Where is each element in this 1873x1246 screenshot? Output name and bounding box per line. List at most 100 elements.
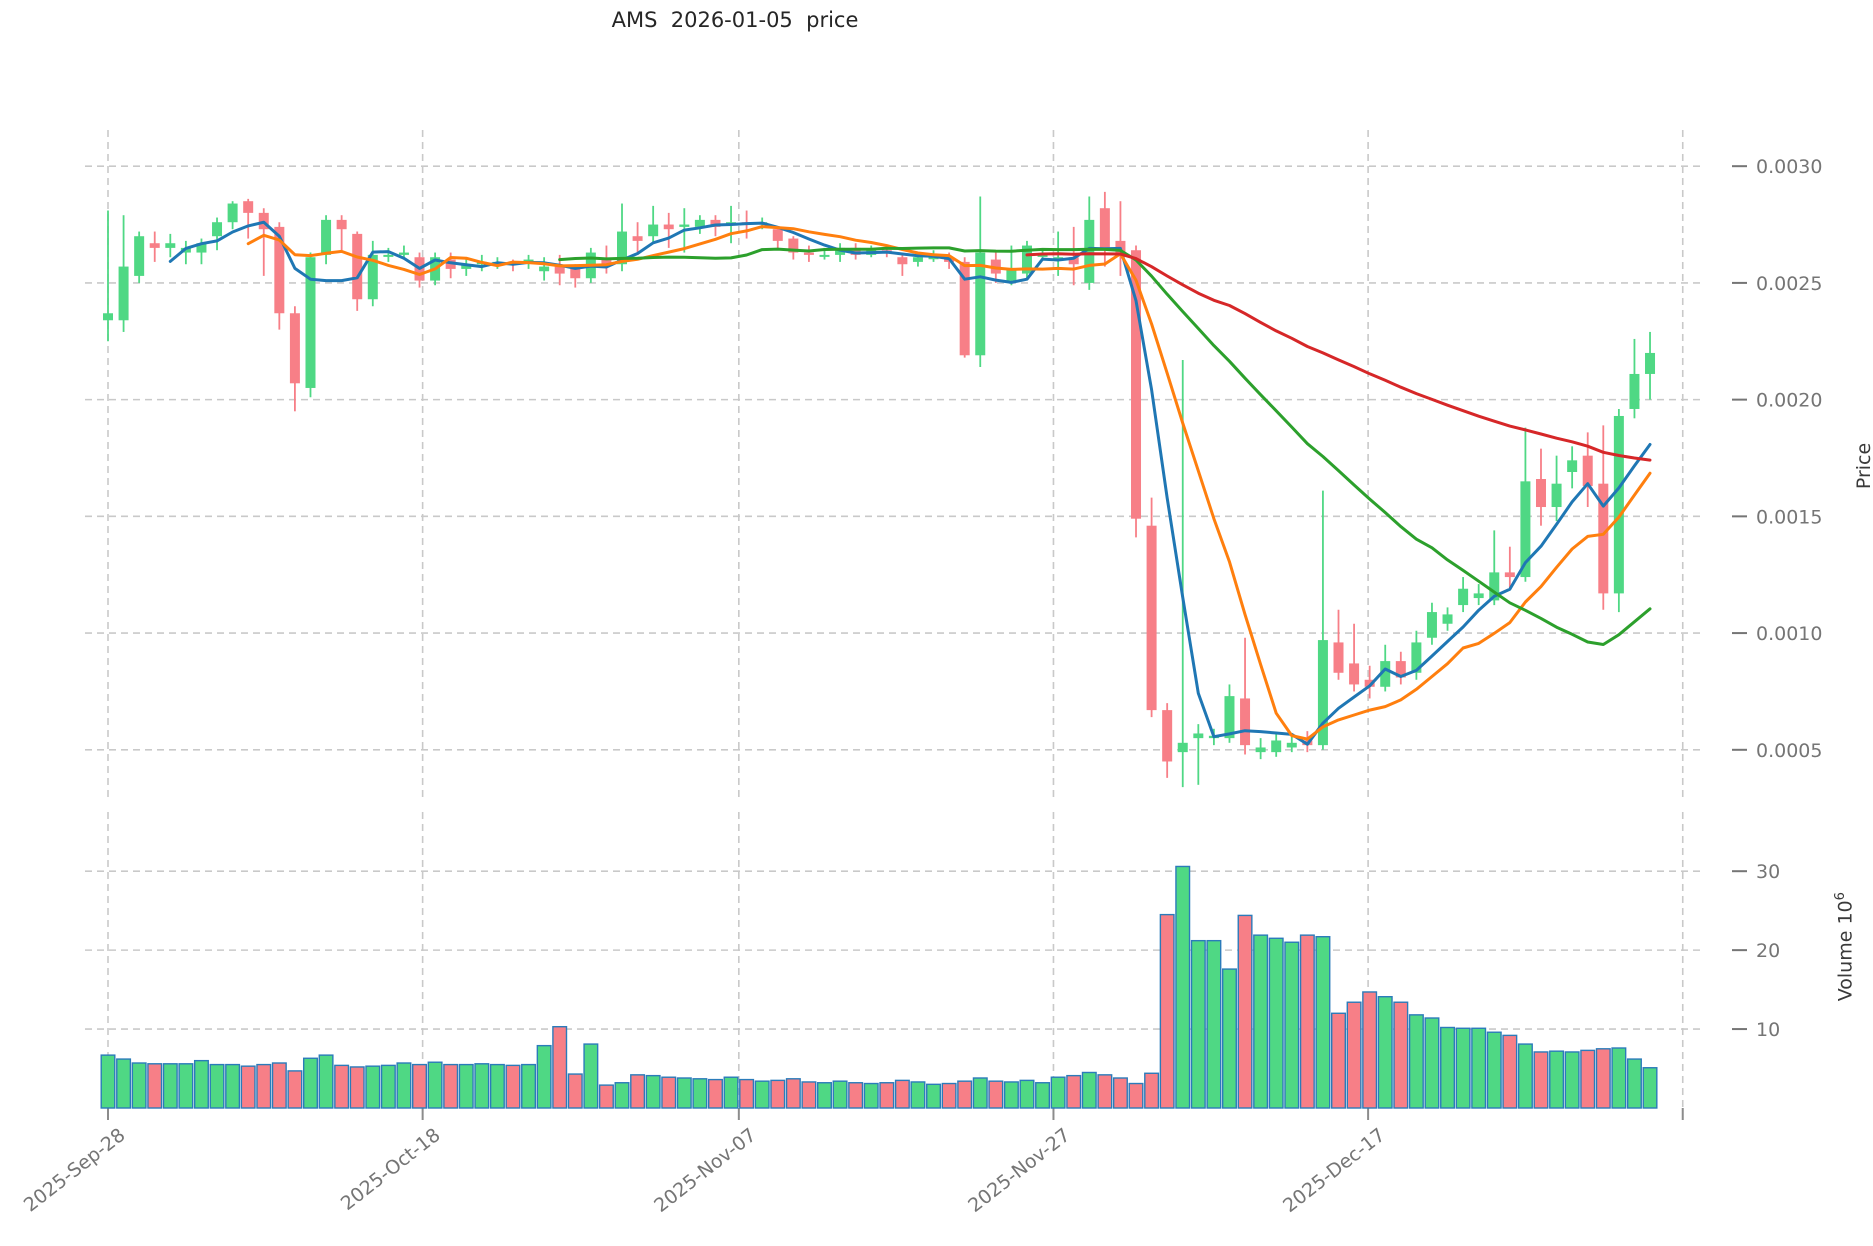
candle-body (383, 254, 394, 257)
candle-body (1645, 352, 1656, 374)
volume-bar (1035, 1082, 1051, 1109)
volume-bar (972, 1077, 988, 1109)
volume-bar (131, 1062, 147, 1109)
volume-bar (256, 1063, 272, 1109)
volume-bar (832, 1080, 848, 1109)
candle-body (1426, 612, 1437, 638)
volume-bar (1315, 936, 1331, 1109)
candle-body (523, 259, 534, 262)
volume-bar (863, 1082, 879, 1109)
candle-body (1582, 455, 1593, 487)
candle-body (1317, 640, 1328, 746)
volume-bar (879, 1082, 895, 1109)
volume-bar (427, 1061, 443, 1109)
volume-bar (785, 1078, 801, 1109)
volume-bar (957, 1080, 973, 1109)
candle-body (1364, 679, 1375, 687)
volume-bar (1237, 914, 1253, 1109)
price-axis-title: Price (1852, 442, 1873, 490)
volume-bar (1206, 939, 1222, 1109)
volume-bar (100, 1054, 116, 1109)
volume-bar (1050, 1076, 1066, 1109)
candle-body (321, 219, 332, 255)
volume-bar (1299, 934, 1315, 1109)
volume-bar (1081, 1071, 1097, 1109)
volume-bar (1533, 1051, 1549, 1109)
volume-bar (1159, 913, 1175, 1109)
volume-bar (1377, 996, 1393, 1109)
candle-body (1131, 250, 1142, 519)
candle-body (1099, 208, 1110, 248)
candle-body (1613, 415, 1624, 594)
volume-bar (412, 1063, 428, 1109)
volume-bar (1284, 941, 1300, 1109)
candle-body (928, 257, 939, 260)
volume-bar (1455, 1027, 1471, 1109)
sma5-line (168, 220, 1652, 746)
volume-bar (1331, 1012, 1347, 1109)
volume-bar (193, 1059, 209, 1109)
volume-bar (1549, 1050, 1565, 1109)
volume-bar (1268, 937, 1284, 1109)
volume-bar (1626, 1058, 1642, 1109)
volume-bar (474, 1063, 490, 1109)
candle-body (1271, 740, 1282, 753)
price-tick-label: 0.0015 (1756, 506, 1822, 528)
candle-body (352, 233, 363, 300)
volume-bar (816, 1082, 832, 1109)
candle-body (165, 243, 176, 248)
volume-bar (1221, 968, 1237, 1109)
volume-bar (552, 1025, 568, 1109)
candle-body (975, 252, 986, 356)
candle-body (1115, 240, 1126, 253)
volume-bar (1440, 1026, 1456, 1109)
volume-bar (1486, 1031, 1502, 1109)
volume-bar (1362, 991, 1378, 1109)
volume-bar (941, 1082, 957, 1109)
candle-body (1006, 268, 1017, 281)
volume-bar (458, 1063, 474, 1109)
candle-body (632, 236, 643, 241)
candle-body (212, 222, 223, 237)
candle-body (149, 243, 160, 248)
volume-bar (676, 1077, 692, 1109)
volume-bar (1393, 1001, 1409, 1109)
candle-body (398, 252, 409, 255)
candle-body (1551, 483, 1562, 508)
candle-body (679, 224, 690, 227)
volume-tick-label: 20 (1756, 940, 1780, 962)
candle-body (305, 257, 316, 388)
volume-bar (1346, 1001, 1362, 1109)
candle-body (1068, 257, 1079, 265)
volume-bar (1642, 1067, 1658, 1109)
volume-bar (443, 1063, 459, 1109)
volume-bar (1144, 1072, 1160, 1109)
candle-body (772, 229, 783, 241)
candle-body (694, 219, 705, 227)
candle-body (1053, 257, 1064, 260)
sma30-line (558, 246, 1652, 646)
candle-body (1021, 245, 1032, 274)
candle-body (1193, 733, 1204, 739)
candle-body (959, 261, 970, 356)
candle-body (1458, 588, 1469, 606)
volume-axis-title: Volume 106 (1832, 892, 1857, 1002)
volume-bar (489, 1063, 505, 1109)
volume-bar (1471, 1027, 1487, 1109)
sma60-line (1025, 252, 1652, 462)
volume-bar (1003, 1081, 1019, 1109)
volume-bar (349, 1066, 365, 1109)
candle-body (1240, 698, 1251, 746)
volume-bar (598, 1084, 614, 1109)
volume-bar (1595, 1048, 1611, 1109)
volume-bar (723, 1076, 739, 1109)
sma10-line (246, 225, 1652, 741)
volume-bar (583, 1043, 599, 1109)
candle-body (819, 254, 830, 257)
candle-body (539, 266, 550, 272)
candle-body (103, 313, 113, 321)
candle-body (1504, 572, 1515, 578)
candle-body (336, 219, 347, 230)
